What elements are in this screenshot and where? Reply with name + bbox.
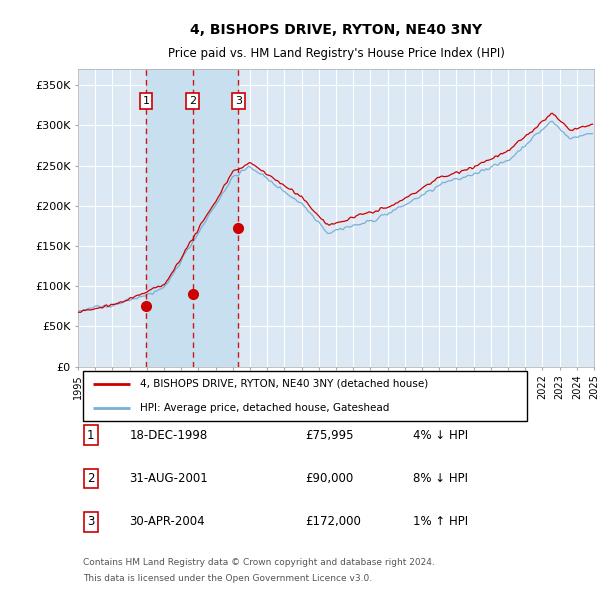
Text: 18-DEC-1998: 18-DEC-1998 bbox=[130, 429, 208, 442]
Text: This data is licensed under the Open Government Licence v3.0.: This data is licensed under the Open Gov… bbox=[83, 575, 372, 584]
Text: 1: 1 bbox=[87, 429, 95, 442]
Text: £90,000: £90,000 bbox=[305, 472, 353, 485]
Text: £75,995: £75,995 bbox=[305, 429, 353, 442]
Text: 2: 2 bbox=[87, 472, 95, 485]
Bar bbox=[146, 69, 238, 366]
Text: Contains HM Land Registry data © Crown copyright and database right 2024.: Contains HM Land Registry data © Crown c… bbox=[83, 559, 435, 568]
Text: HPI: Average price, detached house, Gateshead: HPI: Average price, detached house, Gate… bbox=[140, 403, 389, 413]
Text: 1% ↑ HPI: 1% ↑ HPI bbox=[413, 515, 469, 528]
Text: 3: 3 bbox=[87, 515, 95, 528]
Text: 4, BISHOPS DRIVE, RYTON, NE40 3NY: 4, BISHOPS DRIVE, RYTON, NE40 3NY bbox=[190, 23, 482, 37]
Text: 30-APR-2004: 30-APR-2004 bbox=[130, 515, 205, 528]
Text: 31-AUG-2001: 31-AUG-2001 bbox=[130, 472, 208, 485]
Text: 2: 2 bbox=[189, 96, 196, 106]
Text: 1: 1 bbox=[143, 96, 149, 106]
Text: 4, BISHOPS DRIVE, RYTON, NE40 3NY (detached house): 4, BISHOPS DRIVE, RYTON, NE40 3NY (detac… bbox=[140, 379, 428, 389]
Text: £172,000: £172,000 bbox=[305, 515, 361, 528]
FancyBboxPatch shape bbox=[83, 371, 527, 421]
Text: 3: 3 bbox=[235, 96, 242, 106]
Text: Price paid vs. HM Land Registry's House Price Index (HPI): Price paid vs. HM Land Registry's House … bbox=[167, 47, 505, 60]
Text: 4% ↓ HPI: 4% ↓ HPI bbox=[413, 429, 469, 442]
Text: 8% ↓ HPI: 8% ↓ HPI bbox=[413, 472, 469, 485]
